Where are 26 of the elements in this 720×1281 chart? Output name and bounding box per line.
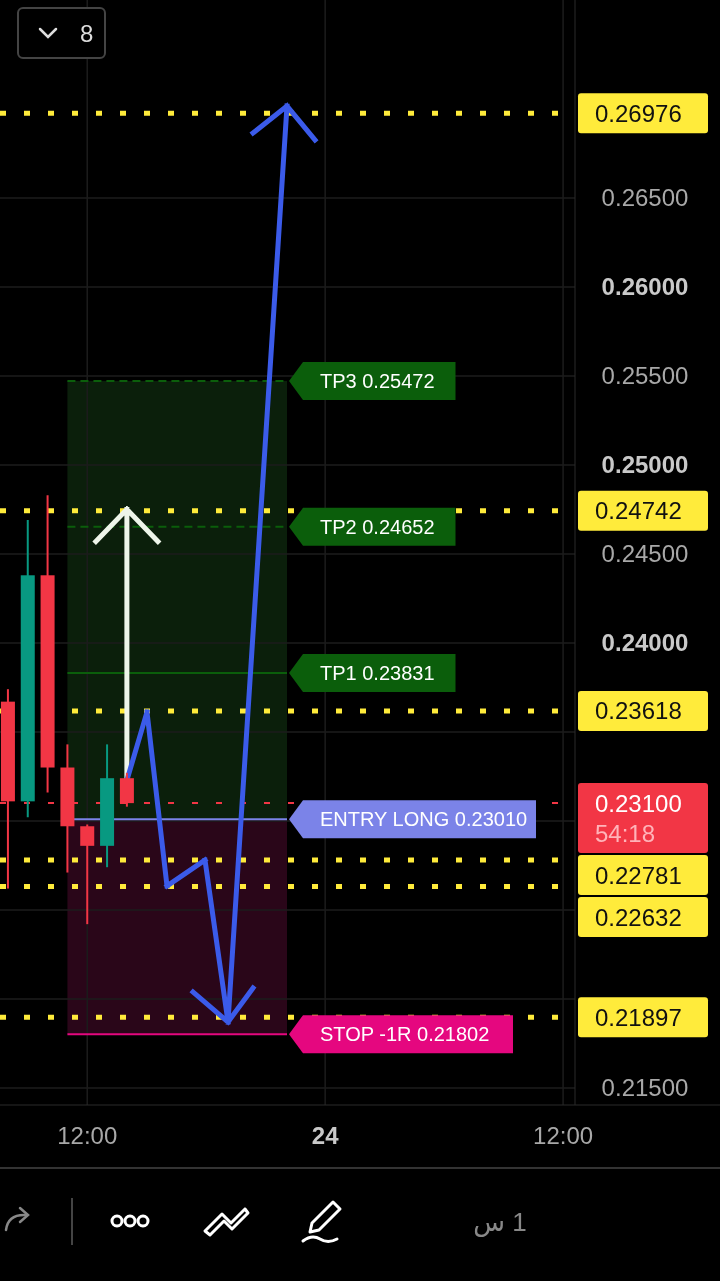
y-tick-label: 0.24000 [601,629,689,657]
y-tick-label: 0.25500 [601,362,689,390]
y-tick-label: 0.26000 [601,273,689,301]
ref-line-label: TP2 0.24652 [320,515,435,538]
y-tick-label: 0.24500 [601,540,689,568]
ref-line-label: 0.22632 [595,903,682,931]
ref-line-label: ENTRY LONG 0.23010 [320,808,528,831]
ref-line-label: 0.24742 [595,497,682,525]
ref-line-label: 0.21897 [595,1003,682,1031]
y-tick-label: 0.26500 [601,184,689,212]
x-tick-label: 12:00 [57,1122,118,1149]
y-tick-label: 0.21500 [601,1074,689,1102]
candlestick [80,823,95,926]
x-tick-label: 24 [311,1122,340,1149]
ref-line-label: TP1 0.23831 [320,662,435,684]
x-tick-label: 12:00 [533,1122,594,1149]
ref-line-label: 0.26976 [595,99,682,127]
ref-line-label: TP3 0.25472 [320,369,435,392]
text: 1 س [473,1207,527,1238]
y-tick-label: 0.25000 [601,451,689,479]
annotation: 8 [80,20,94,48]
ref-line-label: 0.22781 [595,861,682,889]
ref-line-label: STOP -1R 0.21802 [320,1023,490,1046]
ref-line-label: 0.23100 [595,789,682,817]
text: 54:18 [595,819,656,847]
ref-line-label: 0.23618 [595,697,682,725]
